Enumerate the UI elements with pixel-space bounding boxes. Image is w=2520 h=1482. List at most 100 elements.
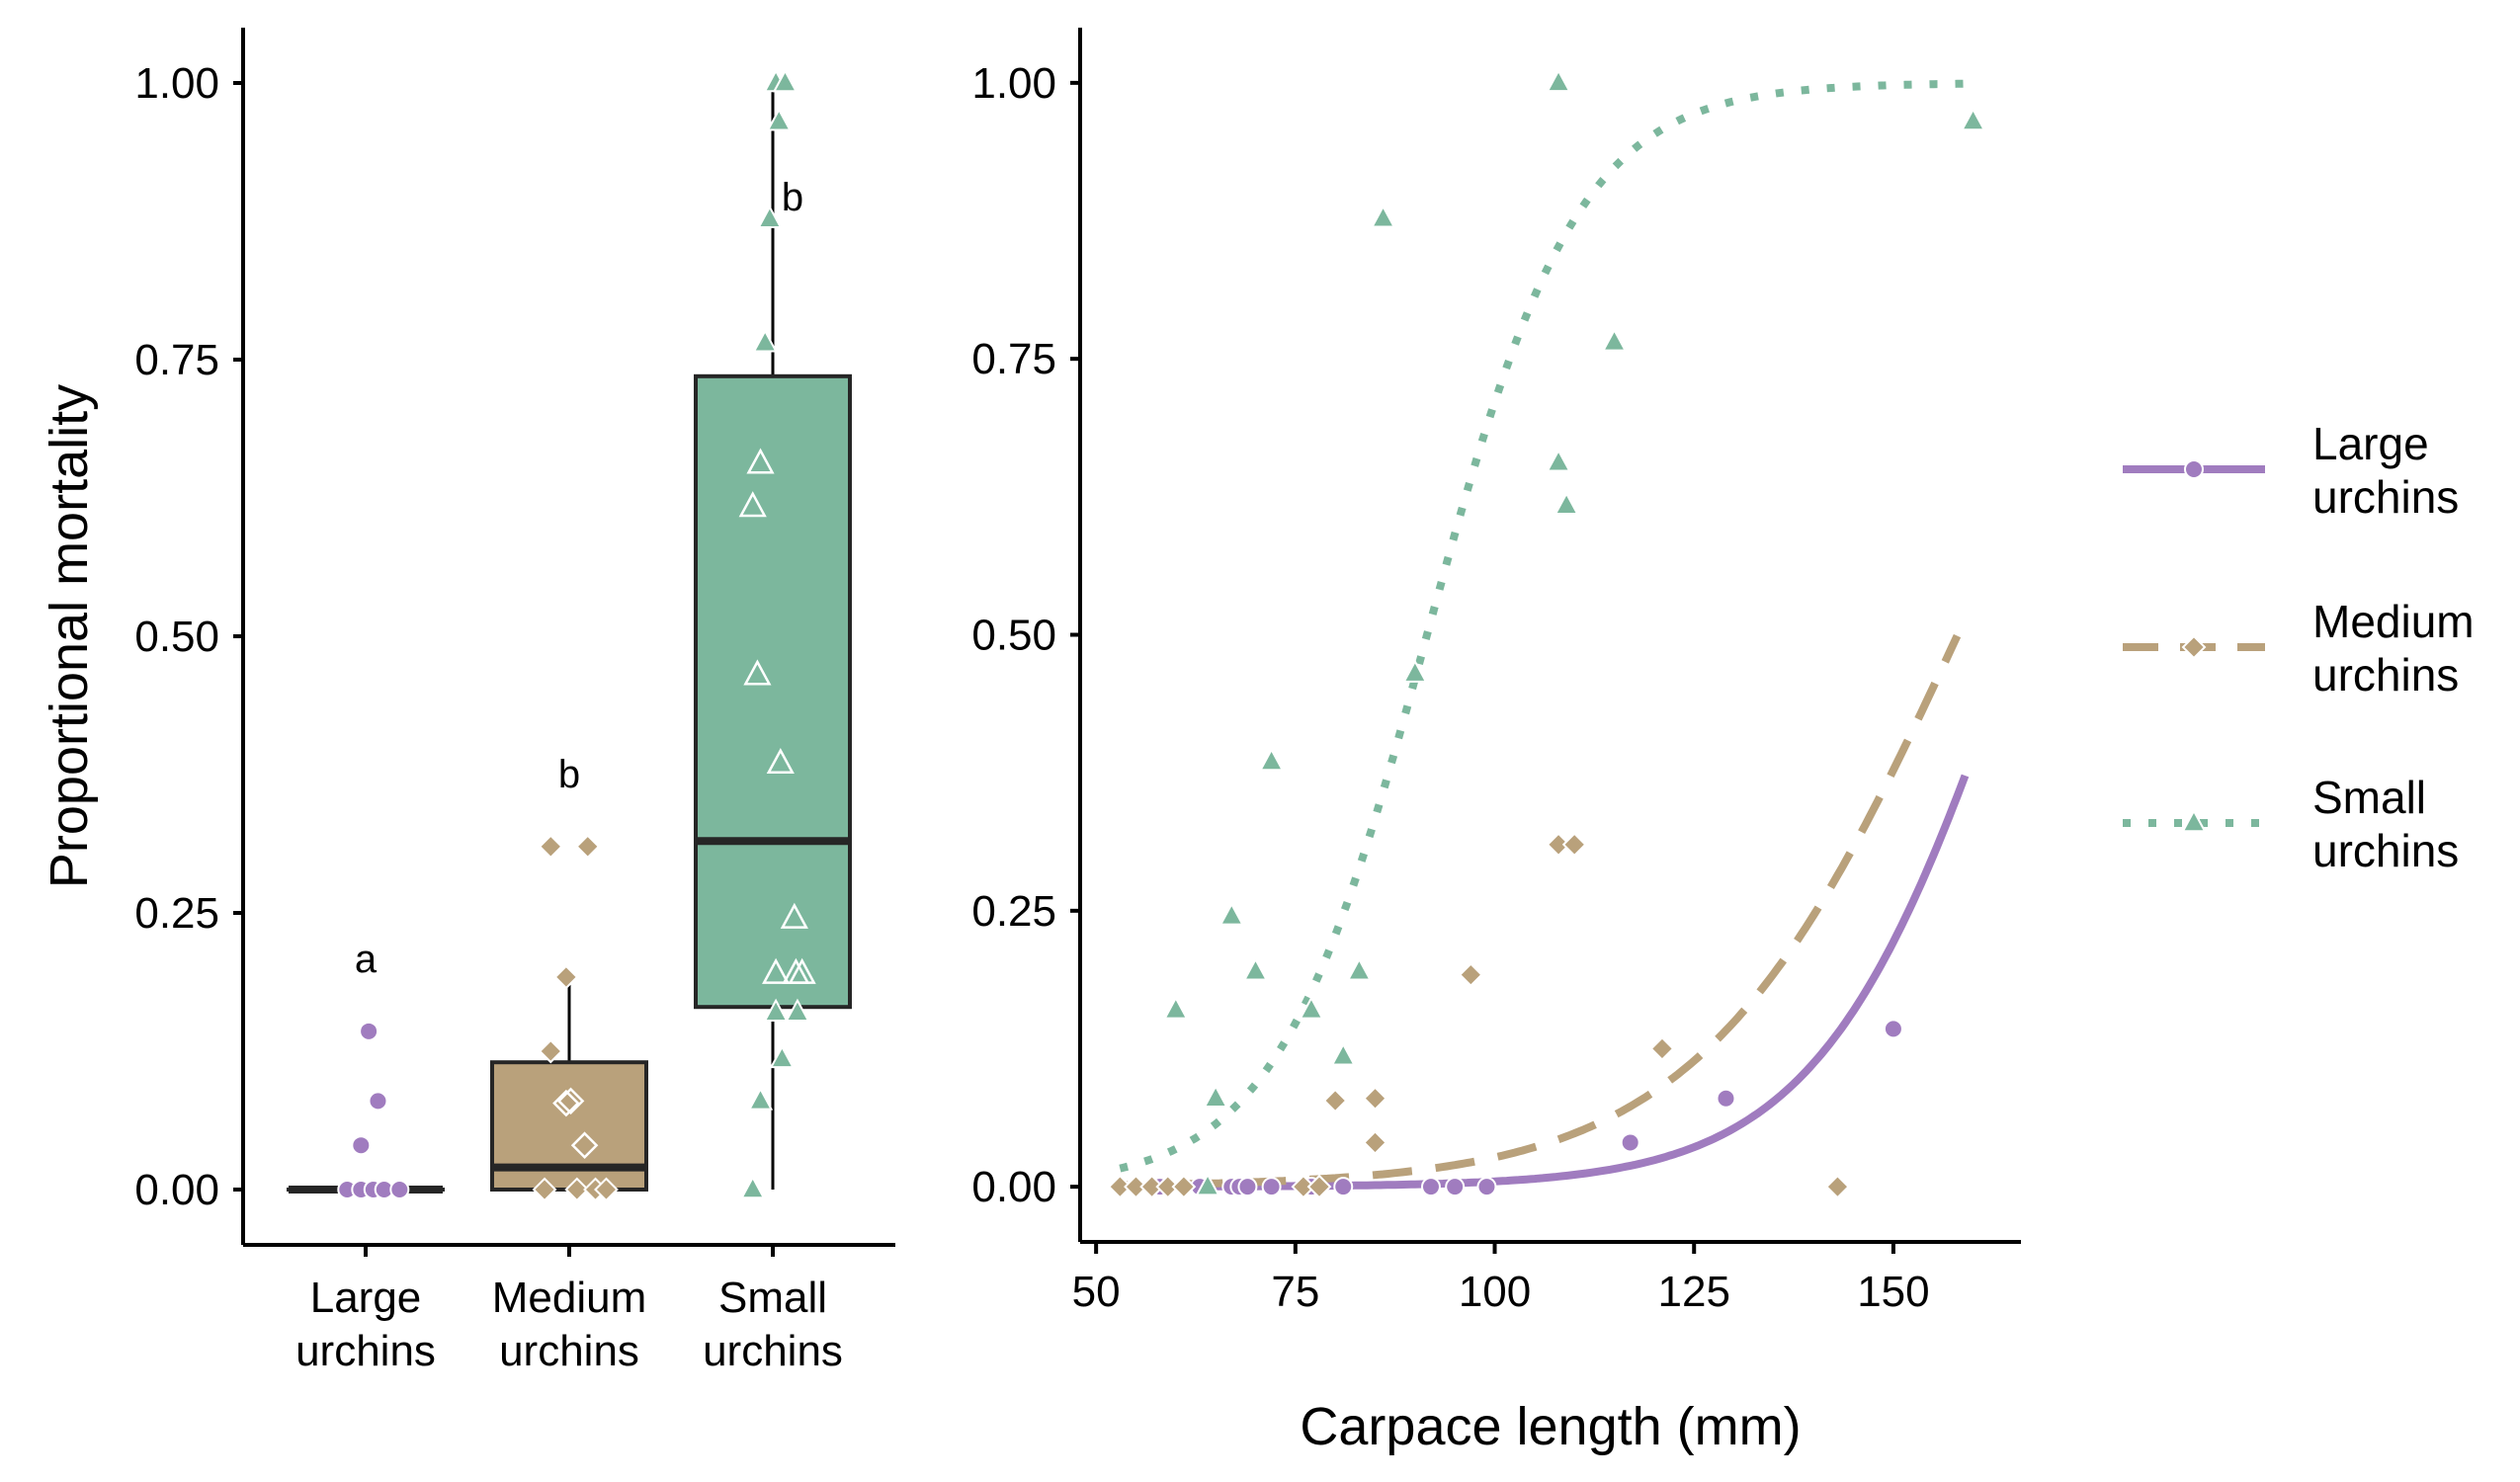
x-tick-label: urchins bbox=[499, 1327, 639, 1375]
data-point-large bbox=[1237, 1177, 1258, 1197]
y-tick-label: 0.25 bbox=[971, 887, 1056, 936]
data-point-large bbox=[1883, 1019, 1903, 1039]
data-point-large bbox=[1333, 1177, 1354, 1197]
x-tick-label: 125 bbox=[1658, 1268, 1730, 1316]
boxplot-x-ticks: Large urchins Medium urchins Small urchins bbox=[295, 1245, 843, 1375]
y-tick-label: 0.75 bbox=[134, 336, 219, 384]
fit-curve-small bbox=[1119, 79, 1974, 1173]
data-point-medium bbox=[1155, 1174, 1181, 1199]
x-tick-label: 150 bbox=[1857, 1268, 1929, 1316]
fit-curve-large bbox=[1120, 774, 1970, 1191]
data-point-medium bbox=[575, 834, 601, 860]
significance-letter: b bbox=[782, 176, 803, 219]
data-point-medium bbox=[1649, 1036, 1675, 1061]
data-point-small bbox=[1402, 659, 1428, 683]
boxplot-panel: 0.00 0.25 0.50 0.75 1.00 Large urchins Medium u… bbox=[40, 28, 895, 1375]
data-point-medium bbox=[1561, 832, 1587, 858]
x-tick-label: 100 bbox=[1459, 1268, 1531, 1316]
legend-marker-small bbox=[2181, 808, 2207, 833]
data-point-small bbox=[763, 998, 789, 1023]
legend-label: Large bbox=[2312, 418, 2429, 469]
x-tick-label: 50 bbox=[1072, 1268, 1121, 1316]
significance-letter: b bbox=[558, 753, 580, 796]
data-point-small bbox=[752, 328, 778, 353]
data-point-small bbox=[788, 957, 816, 984]
data-point-small bbox=[1299, 996, 1324, 1020]
data-point-small bbox=[1601, 328, 1628, 352]
data-point-small bbox=[766, 107, 792, 131]
x-tick-label: Small bbox=[718, 1274, 827, 1322]
legend-label: Medium bbox=[2312, 596, 2475, 647]
y-tick-label: 1.00 bbox=[971, 59, 1056, 108]
boxplot-boxes bbox=[287, 83, 852, 1194]
data-point-small bbox=[747, 1087, 774, 1111]
data-point-medium bbox=[1124, 1174, 1148, 1199]
fit-curve-medium bbox=[1120, 633, 1962, 1190]
data-point-medium bbox=[570, 1131, 599, 1159]
data-point-medium bbox=[553, 964, 579, 990]
x-tick-label: 75 bbox=[1271, 1268, 1319, 1316]
legend-marker-large bbox=[2184, 459, 2204, 479]
data-point-medium bbox=[1171, 1174, 1197, 1199]
scatter-points bbox=[1107, 68, 1986, 1199]
legend-label: urchins bbox=[2312, 649, 2459, 700]
data-point-medium bbox=[1306, 1174, 1332, 1199]
data-point-medium bbox=[1139, 1174, 1165, 1199]
data-point-small bbox=[766, 747, 795, 775]
data-point-small bbox=[1546, 449, 1571, 472]
x-axis-title: Carpace length (mm) bbox=[1300, 1397, 1801, 1456]
data-point-medium bbox=[1322, 1088, 1348, 1113]
boxplot-points bbox=[337, 68, 816, 1202]
legend-marker-medium bbox=[2181, 634, 2207, 660]
significance-letter: a bbox=[355, 938, 378, 981]
data-point-small bbox=[746, 448, 775, 474]
x-tick-label: Large bbox=[310, 1274, 422, 1322]
y-tick-label: 0.50 bbox=[971, 612, 1056, 660]
data-point-medium bbox=[564, 1177, 590, 1202]
data-point-large bbox=[389, 1180, 410, 1199]
data-point-large bbox=[1261, 1177, 1282, 1197]
data-point-large bbox=[368, 1091, 388, 1112]
data-point-small bbox=[1370, 205, 1396, 228]
y-tick-label: 0.00 bbox=[134, 1166, 219, 1214]
data-point-small bbox=[1554, 491, 1579, 516]
data-point-medium bbox=[1107, 1174, 1133, 1199]
data-point-small bbox=[738, 491, 767, 518]
data-point-small bbox=[772, 68, 798, 93]
data-point-small bbox=[1242, 957, 1269, 981]
x-tick-label: urchins bbox=[703, 1327, 843, 1375]
data-point-medium bbox=[1825, 1174, 1850, 1199]
data-point-small bbox=[1546, 68, 1571, 93]
y-tick-label: 0.75 bbox=[971, 335, 1056, 383]
y-tick-label: 0.25 bbox=[134, 889, 219, 938]
data-point-large bbox=[1445, 1177, 1466, 1197]
data-point-small bbox=[762, 957, 791, 984]
y-tick-label: 1.00 bbox=[134, 59, 219, 108]
data-point-medium bbox=[1546, 832, 1571, 858]
data-point-small bbox=[743, 659, 772, 686]
data-point-small bbox=[1330, 1042, 1356, 1066]
data-point-small bbox=[780, 902, 808, 929]
legend-label: urchins bbox=[2312, 825, 2459, 876]
data-point-large bbox=[359, 1021, 379, 1041]
legend-label: Small bbox=[2312, 772, 2426, 823]
data-point-medium bbox=[1363, 1130, 1387, 1155]
scatter-panel: 0.00 0.25 0.50 0.75 1.00 50 75 100 125 150 Carpa… bbox=[971, 28, 2021, 1456]
box-small bbox=[694, 373, 852, 1010]
x-tick-label: Medium bbox=[492, 1274, 647, 1322]
data-point-medium bbox=[538, 1038, 563, 1064]
legend-label: urchins bbox=[2312, 471, 2459, 523]
x-tick-label: urchins bbox=[295, 1327, 436, 1375]
data-point-large bbox=[1620, 1132, 1640, 1153]
data-point-medium bbox=[1458, 962, 1483, 988]
data-point-medium bbox=[594, 1177, 619, 1202]
data-point-large bbox=[351, 1135, 372, 1156]
data-point-small bbox=[785, 998, 810, 1023]
significance-letters: a b b bbox=[355, 176, 803, 981]
data-point-small bbox=[1346, 957, 1373, 981]
y-axis-title: Proportional mortality bbox=[40, 384, 99, 888]
y-tick-label: 0.00 bbox=[971, 1163, 1056, 1211]
data-point-medium bbox=[1363, 1086, 1387, 1112]
